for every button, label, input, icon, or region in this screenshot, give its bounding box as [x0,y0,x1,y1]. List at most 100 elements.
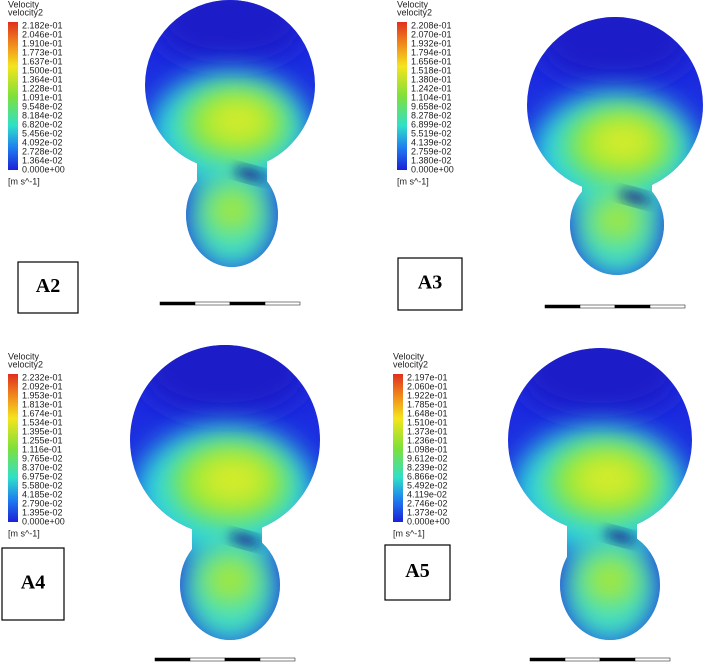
legend-tick-label: 9.612e-02 [407,453,448,463]
scale-bar [529,657,566,662]
scale-bar [154,657,191,662]
legend-tick-label: 1.953e-01 [22,390,63,400]
scale-bar [194,301,231,306]
legend-tick-label: 2.232e-01 [22,372,63,382]
legend-tick-label: 1.395e-02 [22,507,63,517]
legend-tick-label: 1.813e-01 [22,399,63,409]
panel-label-box [384,544,451,601]
legend-tick-label: 1.500e-01 [22,65,63,75]
legend-title: Velocity [8,351,40,361]
legend-tick-label: 9.548e-02 [22,101,63,111]
panel-label: A4 [21,572,45,594]
legend-tick-label: 1.637e-01 [22,56,63,66]
legend-unit: [m s^-1] [393,528,425,538]
legend-unit: [m s^-1] [8,176,40,186]
scale-bar [259,657,296,662]
velocity-contour [527,17,703,275]
legend-tick-label: 1.242e-01 [411,83,452,93]
legend-tick-label: 2.790e-02 [22,498,63,508]
legend-tick-label: 2.746e-02 [407,498,448,508]
legend-tick-label: 6.820e-02 [22,119,63,129]
legend-tick-label: 4.119e-02 [407,489,447,499]
legend-tick-label: 2.182e-01 [22,20,63,30]
legend-tick-label: 1.518e-01 [411,65,452,75]
legend-tick-label: 1.373e-02 [407,507,448,517]
legend-tick-label: 2.208e-01 [411,20,452,30]
legend-tick-label: 5.580e-02 [22,480,63,490]
scale-bar [544,304,581,309]
legend-tick-label: 6.866e-02 [407,471,448,481]
legend-variable: velocity2 [8,7,43,17]
legend-tick-label: 1.395e-01 [22,426,63,436]
legend-tick-label: 1.098e-01 [407,444,448,454]
legend-tick-label: 0.000e+00 [411,164,454,174]
legend-tick-label: 1.236e-01 [407,435,448,445]
legend-tick-label: 9.765e-02 [22,453,63,463]
legend-title: Velocity [397,0,429,9]
scale-bar [579,304,616,309]
legend-tick-label: 2.046e-01 [22,29,63,39]
legend-unit: [m s^-1] [8,528,40,538]
legend-tick-label: 1.534e-01 [22,417,63,427]
legend-tick-label: 2.197e-01 [407,372,448,382]
legend-variable: velocity2 [393,359,428,369]
legend-tick-label: 1.656e-01 [411,56,452,66]
panel-label-box [17,261,79,314]
legend-tick-label: 1.228e-01 [22,83,63,93]
legend-tick-label: 1.674e-01 [22,408,63,418]
legend-tick-label: 1.364e-02 [22,155,63,165]
legend-tick-label: 1.116e-01 [22,444,62,454]
legend-tick-label: 1.932e-01 [411,38,452,48]
scale-bar [159,301,196,306]
color-bar [393,374,403,522]
legend-title: Velocity [393,351,425,361]
legend-title: Velocity [8,0,40,9]
panel-label-box [1,547,65,621]
velocity-contour [508,348,692,640]
legend-tick-label: 2.092e-01 [22,381,63,391]
legend-tick-label: 4.185e-02 [22,489,63,499]
legend-tick-label: 5.456e-02 [22,128,63,138]
scale-bar [614,304,651,309]
scale-bar [224,657,261,662]
scale-bar [189,657,226,662]
legend-variable: velocity2 [8,359,43,369]
legend-tick-label: 0.000e+00 [22,164,65,174]
panel-label: A2 [36,275,60,297]
color-bar [8,374,18,522]
legend-tick-label: 1.510e-01 [407,417,448,427]
legend-tick-label: 8.239e-02 [407,462,448,472]
legend-tick-label: 2.070e-01 [411,29,452,39]
legend-tick-label: 4.139e-02 [411,137,452,147]
legend-tick-label: 1.648e-01 [407,408,448,418]
legend-tick-label: 1.373e-01 [407,426,448,436]
legend-tick-label: 6.899e-02 [411,119,452,129]
legend-tick-label: 1.380e-02 [411,155,452,165]
legend-tick-label: 1.091e-01 [22,92,63,102]
panel-label: A5 [405,560,429,582]
color-bar [8,22,18,170]
legend-tick-label: 8.278e-02 [411,110,452,120]
legend-tick-label: 2.728e-02 [22,146,63,156]
legend-unit: [m s^-1] [397,176,429,186]
velocity-contour [145,0,315,267]
scale-bar [564,657,601,662]
legend-tick-label: 1.794e-01 [411,47,452,57]
legend-tick-label: 0.000e+00 [22,516,65,526]
panel-label: A3 [418,272,442,294]
legend-tick-label: 1.104e-01 [411,92,452,102]
legend-tick-label: 1.785e-01 [407,399,448,409]
legend-tick-label: 4.092e-02 [22,137,63,147]
scale-bar [649,304,686,309]
legend-tick-label: 6.975e-02 [22,471,63,481]
scale-bar [229,301,266,306]
scale-bar [634,657,671,662]
velocity-contour [130,345,320,640]
legend-tick-label: 1.910e-01 [22,38,63,48]
legend-tick-label: 2.759e-02 [411,146,452,156]
